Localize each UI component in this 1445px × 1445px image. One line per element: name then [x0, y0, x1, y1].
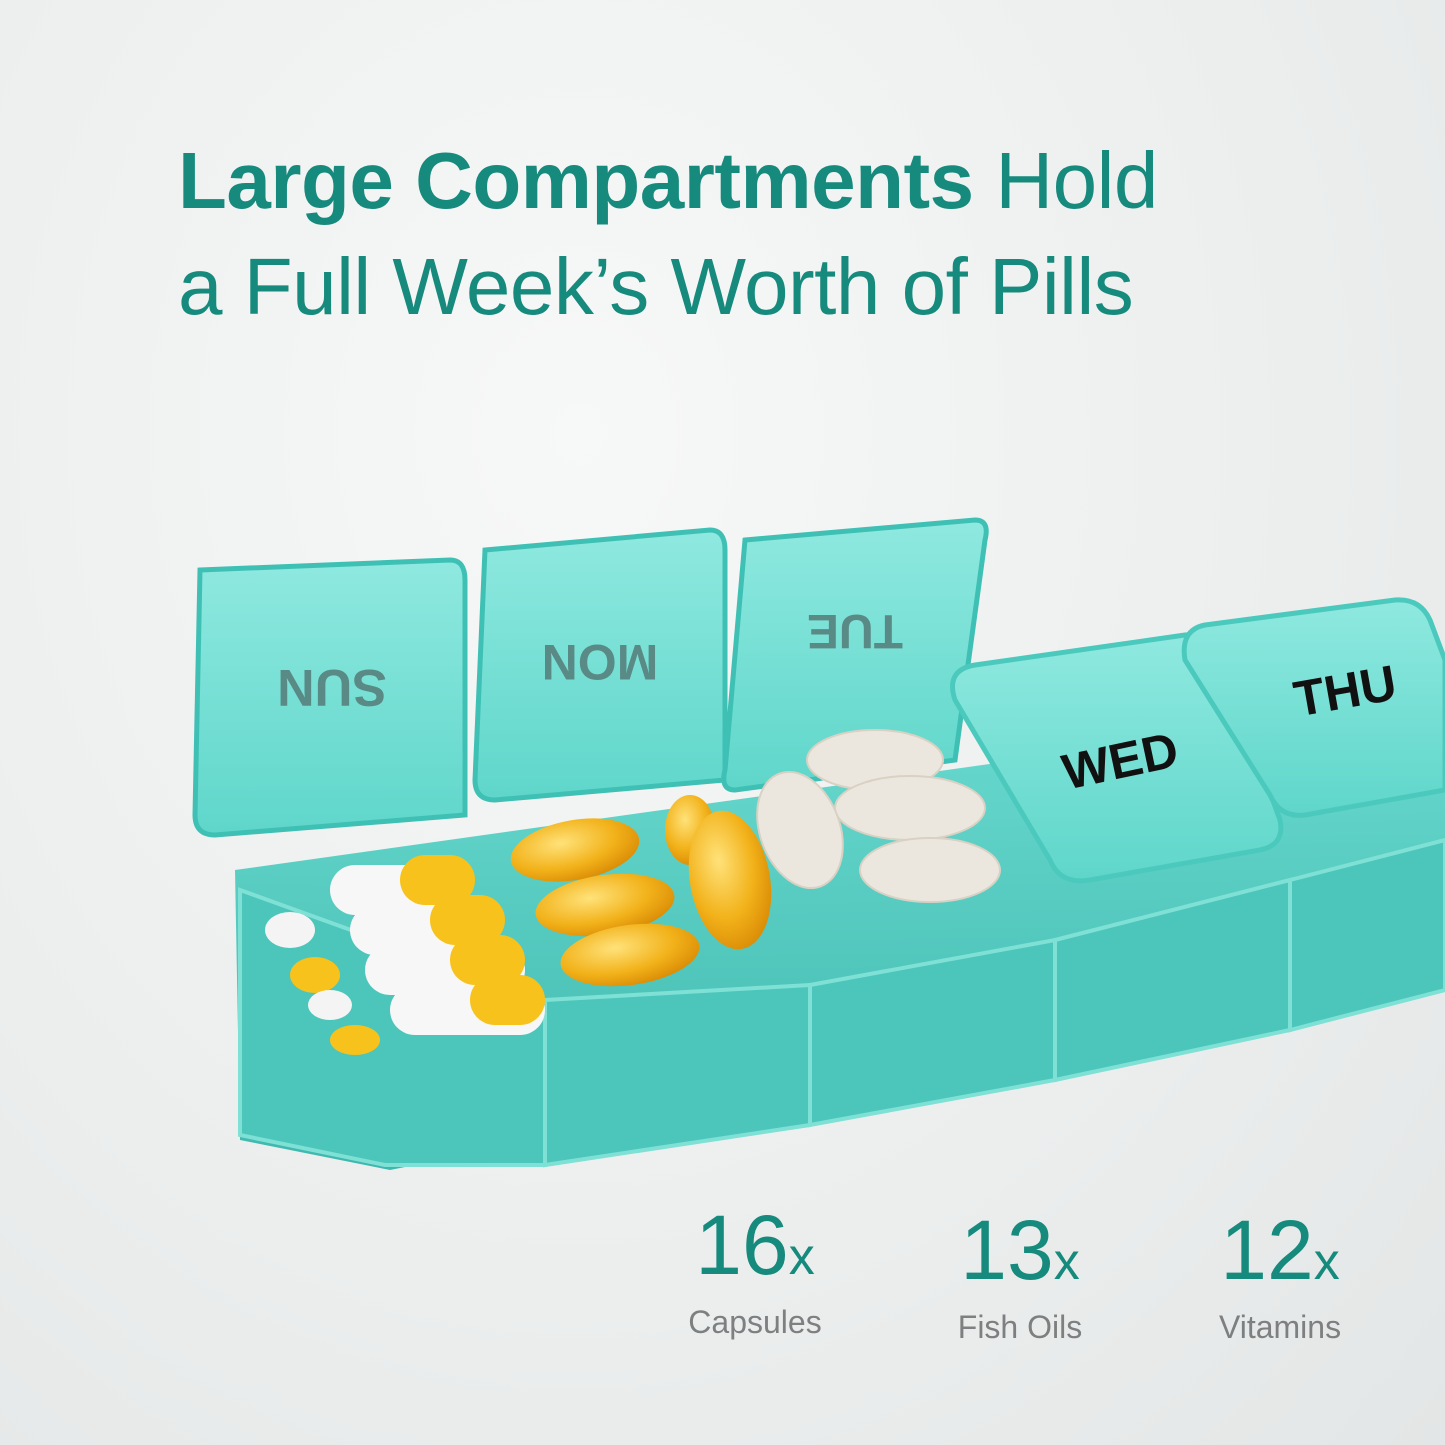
lid-thu: THU — [1181, 597, 1445, 818]
headline-line2: a Full Week’s Worth of Pills — [178, 242, 1134, 331]
lid-tue: TUE — [721, 517, 989, 793]
stat-count: 13 — [960, 1203, 1054, 1297]
stat-capsules: 16x Capsules — [670, 1200, 840, 1342]
stat-suffix: x — [788, 1228, 815, 1286]
lid-label-sun: SUN — [277, 658, 387, 716]
pills-fish-oils — [510, 795, 772, 987]
pills-capsules — [265, 855, 545, 1055]
stat-label: Fish Oils — [957, 1309, 1083, 1345]
headline-bold: Large Compartments — [178, 136, 974, 225]
stat-vitamins: 12x Vitamins — [1195, 1205, 1365, 1347]
lid-mon: MON — [472, 527, 728, 803]
lid-sun: SUN — [192, 557, 468, 838]
stat-count: 12 — [1220, 1203, 1314, 1297]
stat-suffix: x — [1053, 1233, 1080, 1291]
compartment-fronts — [238, 837, 1445, 1168]
lid-label-tue: TUE — [807, 604, 903, 657]
lid-label-mon: MON — [542, 634, 659, 690]
pills-vitamins — [756, 729, 1001, 903]
lid-wed: WED — [950, 632, 1284, 884]
stat-suffix: x — [1313, 1233, 1340, 1291]
headline-rest: Hold — [973, 136, 1158, 225]
stat-count: 16 — [695, 1198, 789, 1292]
stat-fish-oils: 13x Fish Oils — [935, 1205, 1105, 1347]
stat-label: Capsules — [688, 1304, 822, 1340]
stat-label: Vitamins — [1218, 1309, 1342, 1345]
headline: Large Compartments Hold a Full Week’s Wo… — [178, 128, 1158, 340]
